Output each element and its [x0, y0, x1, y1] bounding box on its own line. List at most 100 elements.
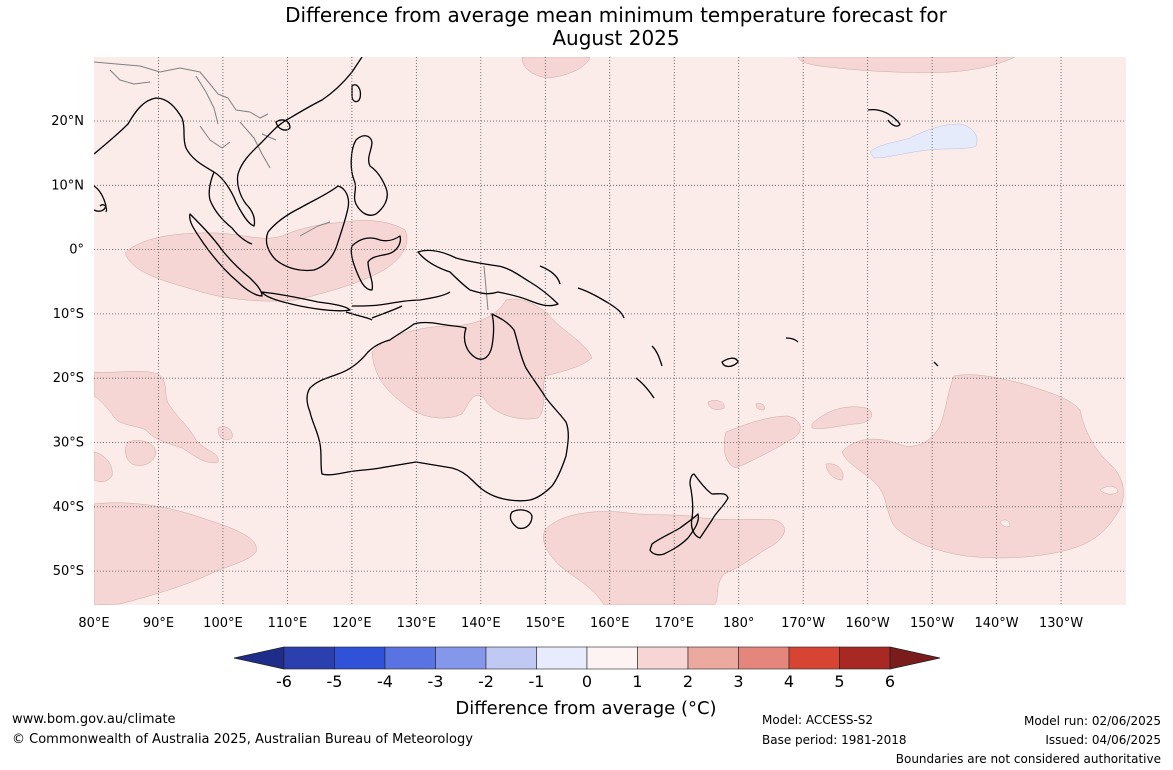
colorbar-swatch	[435, 646, 487, 670]
boundaries-text: Boundaries are not considered authoritat…	[895, 752, 1161, 766]
anomaly-region-indian-ocean-3	[125, 440, 157, 466]
colorbar-tick-label: 6	[885, 672, 895, 691]
colorbar-tick-label: 1	[632, 672, 642, 691]
anomaly-region-pacific-small-4	[755, 403, 765, 411]
colorbar-tick-label: -1	[529, 672, 545, 691]
lon-tick-label: 130°W	[1039, 616, 1083, 631]
model-text: Model: ACCESS-S2	[762, 713, 874, 727]
lat-tick-label: 10°S	[53, 307, 84, 322]
lat-tick-label: 20°S	[53, 371, 84, 386]
coast-pacific-islands	[635, 108, 939, 399]
lon-tick-label: 140°W	[974, 616, 1018, 631]
coast-philippines	[350, 135, 388, 216]
anomaly-region-north-pacific-e	[797, 57, 1016, 73]
title-line-1: Difference from average mean minimum tem…	[285, 3, 947, 27]
anomaly-region-indian-ocean-5	[94, 502, 257, 605]
lon-tick-label: 110°E	[268, 616, 308, 631]
coast-java	[261, 291, 351, 312]
colorbar-tick-label: -2	[478, 672, 494, 691]
colorbar-tick-label: -4	[377, 672, 393, 691]
colorbar-tick-label: -6	[276, 672, 292, 691]
anomaly-region-pacific-small-3	[707, 400, 725, 410]
coastlines	[94, 57, 939, 556]
website-link[interactable]: www.bom.gov.au/climate	[12, 712, 176, 727]
colorbar-swatch	[536, 646, 588, 670]
model-run-text: Model run: 02/06/2025	[1023, 714, 1161, 728]
colorbar-extend-high	[889, 646, 941, 670]
colorbar-title: Difference from average (°C)	[455, 698, 717, 719]
colorbar-tick-label: -5	[327, 672, 343, 691]
colorbar-swatch	[738, 646, 790, 670]
lon-tick-label: 160°E	[590, 616, 630, 631]
colorbar-swatch	[687, 646, 739, 670]
chart-title: Difference from average mean minimum tem…	[0, 4, 1173, 50]
coast-australia	[306, 313, 569, 502]
colorbar-swatch	[586, 646, 638, 670]
colorbar-swatch	[637, 646, 689, 670]
lon-tick-label: 160°W	[846, 616, 890, 631]
coast-malay	[208, 171, 253, 245]
coast-sulawesi	[350, 235, 402, 291]
anomaly-region-southeast-pacific	[841, 374, 1124, 559]
anomaly-region-negative	[869, 123, 978, 159]
lon-tick-label: 80°E	[78, 616, 109, 631]
colorbar-tick-label: -3	[428, 672, 444, 691]
base-period-text: Base period: 1981-2018	[762, 733, 907, 747]
anomaly-region-north-pacific-w	[521, 57, 591, 79]
anomaly-regions	[94, 57, 1124, 605]
anomaly-hole-2	[999, 519, 1011, 528]
copyright-text: © Commonwealth of Australia 2025, Austra…	[12, 732, 473, 747]
colorbar-extend-low	[233, 646, 285, 670]
colorbar-swatch	[788, 646, 840, 670]
anomaly-region-equatorial	[124, 220, 408, 302]
coast-sri-lanka	[99, 204, 108, 213]
coast-borneo	[265, 185, 350, 272]
anomaly-region-indian-ocean-2	[94, 451, 113, 482]
lon-tick-label: 90°E	[143, 616, 174, 631]
lon-tick-label: 170°E	[654, 616, 694, 631]
lat-tick-label: 40°S	[53, 500, 84, 515]
lon-tick-label: 150°E	[526, 616, 566, 631]
lon-tick-label: 180°	[723, 616, 754, 631]
lat-tick-label: 10°N	[51, 178, 84, 193]
longitude-labels: 80°E 90°E 100°E 110°E 120°E 130°E 140°E 150°E 16…	[78, 616, 1083, 631]
coast-nz-south	[649, 513, 700, 556]
coast-tasmania	[509, 509, 533, 530]
colorbar-swatch	[283, 646, 335, 670]
coast-lesser-sunda	[345, 291, 451, 321]
colorbar-tick-label: 5	[834, 672, 844, 691]
graticule	[94, 57, 1126, 605]
lon-tick-label: 140°E	[461, 616, 501, 631]
colorbar-tick-label: 2	[683, 672, 693, 691]
colorbar-tick-label: 4	[784, 672, 794, 691]
title-line-2: August 2025	[552, 26, 680, 50]
anomaly-region-indian-ocean-1	[94, 371, 219, 464]
lat-tick-label: 20°N	[51, 114, 84, 129]
colorbar-tick-label: 3	[733, 672, 743, 691]
anomaly-region-indian-ocean-4	[217, 426, 233, 441]
lat-tick-label: 0°	[69, 243, 84, 258]
anomaly-region-pacific-small-1	[811, 406, 872, 429]
colorbar: -6 -5 -4 -3 -2 -1 0 1 2 3 4 5 6	[233, 646, 941, 691]
issued-text: Issued: 04/06/2025	[1045, 733, 1161, 747]
anomaly-region-tasman	[543, 511, 785, 605]
coast-taiwan-hainan	[275, 84, 362, 131]
coast-sumatra	[189, 213, 263, 297]
latitude-labels: 20°N 10°N 0° 10°S 20°S 30°S 40°S 50°S	[51, 114, 84, 579]
anomaly-hole-1	[1099, 486, 1119, 495]
anomaly-region-pacific-small-2	[825, 463, 844, 481]
lat-tick-label: 50°S	[53, 564, 84, 579]
colorbar-swatch	[334, 646, 386, 670]
colorbar-swatch	[384, 646, 436, 670]
colorbar-tick-label: 0	[582, 672, 592, 691]
lon-tick-label: 130°E	[397, 616, 437, 631]
lat-tick-label: 30°S	[53, 436, 84, 451]
colorbar-swatch	[839, 646, 891, 670]
lon-tick-label: 150°W	[910, 616, 954, 631]
colorbar-swatch	[485, 646, 537, 670]
lon-tick-label: 100°E	[203, 616, 243, 631]
lon-tick-label: 120°E	[332, 616, 372, 631]
coast-new-guinea	[417, 249, 559, 307]
coast-nz-north	[689, 473, 729, 539]
